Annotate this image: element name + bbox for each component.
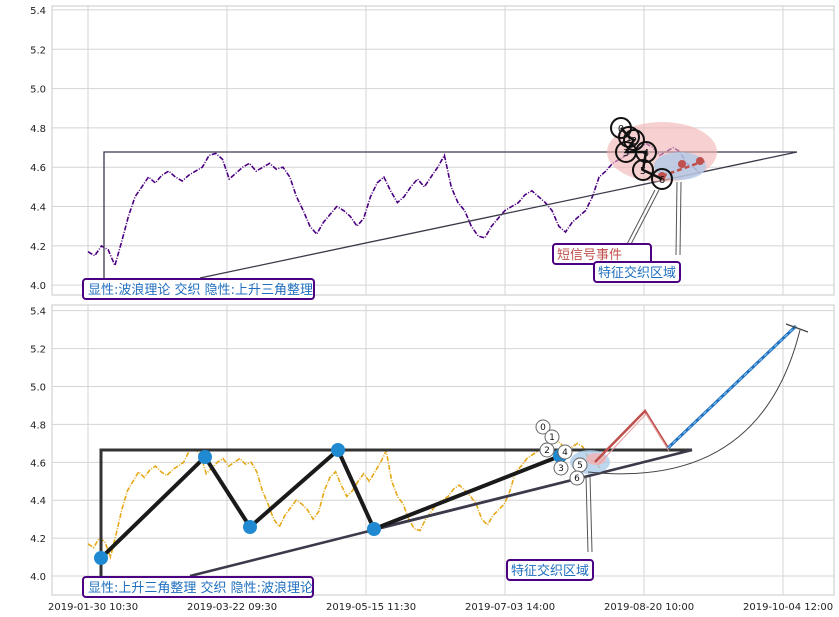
top-zone-label: 特征交织区域 xyxy=(598,265,676,281)
bottom-target-cap xyxy=(785,323,809,333)
zigzag-marker xyxy=(539,442,555,458)
y-tick-label: 5.2 xyxy=(30,45,46,56)
x-tick-label: 2019-07-03 14:00 xyxy=(465,602,555,613)
zigzag-marker xyxy=(623,129,645,151)
y-tick-label: 4.6 xyxy=(30,458,46,469)
top-signal-label: 短信号事件 xyxy=(557,248,622,263)
zigzag-label: 0 xyxy=(540,423,546,433)
bottom-zone-callout-line xyxy=(585,475,589,553)
y-tick-label: 4.6 xyxy=(30,163,46,174)
x-tick-label: 2019-08-20 10:00 xyxy=(604,602,694,613)
top-grid xyxy=(52,6,834,295)
y-tick-label: 4.0 xyxy=(30,281,46,292)
bottom-panel: 4.0 4.2 4.4 4.6 4.8 5.0 5.2 5.4 2019-01-30 10:3… xyxy=(30,304,835,613)
zigzag-marker xyxy=(569,470,585,486)
zigzag-marker xyxy=(632,159,654,181)
top-event-marker xyxy=(696,157,704,165)
y-tick-label: 4.2 xyxy=(30,242,46,253)
bottom-grid xyxy=(52,305,834,595)
x-tick-label: 2019-05-15 11:30 xyxy=(326,602,416,613)
y-tick-label: 4.4 xyxy=(30,496,46,507)
zigzag-path xyxy=(620,127,663,181)
x-tick-label: 2019-01-30 10:30 xyxy=(48,602,138,613)
y-tick-label: 4.8 xyxy=(30,420,46,431)
zigzag-label: 1 xyxy=(549,433,555,443)
zigzag-marker xyxy=(544,429,560,445)
zigzag-label: 5 xyxy=(640,166,646,177)
bottom-x-axis: 2019-01-30 10:30 2019-03-22 09:30 2019-05-… xyxy=(48,602,833,613)
wave-point xyxy=(331,443,345,457)
zigzag-marker xyxy=(553,460,569,476)
bottom-zigzag-markers: 01 23 45 6 xyxy=(535,419,588,486)
y-tick-label: 5.4 xyxy=(30,6,46,17)
zigzag-label: 4 xyxy=(562,448,568,458)
top-triangle-resistance xyxy=(103,151,797,278)
bottom-projection-arc xyxy=(587,329,801,475)
top-zone-callout-line xyxy=(675,181,678,256)
bottom-projection-blue-dash xyxy=(667,325,797,449)
wave-point xyxy=(243,520,257,534)
y-tick-label: 5.4 xyxy=(30,307,46,318)
zigzag-marker xyxy=(557,444,573,460)
top-zone-callout-line xyxy=(679,181,682,256)
zigzag-label: 6 xyxy=(659,175,665,186)
top-event-callout-line xyxy=(624,189,656,249)
top-zone-label-box xyxy=(593,261,681,283)
zigzag-label: 2 xyxy=(544,446,550,456)
x-tick-label: 2019-10-04 12:00 xyxy=(743,602,833,613)
y-tick-label: 4.8 xyxy=(30,124,46,135)
y-tick-label: 4.2 xyxy=(30,534,46,545)
x-tick-label: 2019-03-22 09:30 xyxy=(187,602,277,613)
zigzag-label: 5 xyxy=(577,461,583,471)
top-event-marker xyxy=(678,160,686,168)
bottom-projection-red xyxy=(594,408,670,463)
bottom-pattern-label-box xyxy=(82,576,314,598)
bottom-zone-label-box xyxy=(506,559,594,581)
zigzag-label: 3 xyxy=(558,464,564,474)
zigzag-marker xyxy=(535,419,551,435)
y-tick-label: 4.4 xyxy=(30,203,46,214)
bottom-triangle-resistance xyxy=(99,448,692,576)
wave-point xyxy=(367,522,381,536)
y-tick-label: 5.2 xyxy=(30,345,46,356)
zigzag-marker xyxy=(651,168,673,190)
bottom-zone-label: 特征交织区域 xyxy=(511,563,589,579)
y-tick-label: 5.0 xyxy=(30,383,46,394)
bottom-y-axis: 4.0 4.2 4.4 4.6 4.8 5.0 5.2 5.4 xyxy=(30,307,46,583)
bottom-projection-red-edge xyxy=(597,413,670,466)
top-y-axis: 4.0 4.2 4.4 4.6 4.8 5.0 5.2 5.4 xyxy=(30,6,46,292)
bottom-pattern-label: 显性:上升三角整理 交织 隐性:波浪理论 xyxy=(88,580,313,596)
wave-point xyxy=(94,551,108,565)
top-price-line xyxy=(87,142,701,268)
top-pattern-label-box xyxy=(82,278,315,300)
y-tick-label: 5.0 xyxy=(30,85,46,96)
zigzag-label: 3 xyxy=(623,148,629,159)
bottom-zone-callout-line xyxy=(589,475,593,553)
top-event-callout-line xyxy=(628,189,660,249)
top-pattern-label: 显性:波浪理论 交织 隐性:上升三角整理 xyxy=(88,282,313,298)
wave-point xyxy=(198,450,212,464)
zigzag-label: 1 xyxy=(626,133,632,144)
bottom-triangle-support-2 xyxy=(373,449,693,530)
zigzag-label: 6 xyxy=(574,474,580,484)
y-tick-label: 4.0 xyxy=(30,572,46,583)
bottom-wave-path xyxy=(99,446,561,560)
